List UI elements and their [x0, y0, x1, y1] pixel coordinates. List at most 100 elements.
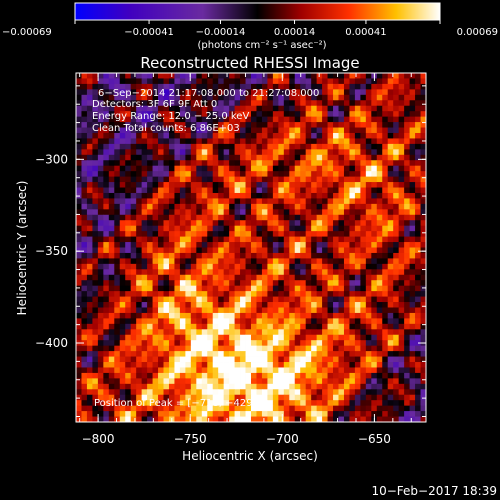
heatmap-cell: [103, 269, 110, 276]
heatmap-cell: [382, 400, 389, 407]
heatmap-cell: [196, 127, 203, 134]
heatmap-cell: [398, 143, 405, 150]
heatmap-cell: [398, 291, 405, 297]
heatmap-cell: [267, 127, 274, 134]
heatmap-cell: [152, 198, 159, 205]
heatmap-cell: [174, 247, 181, 254]
heatmap-cell: [376, 340, 383, 347]
heatmap-cell: [343, 411, 350, 417]
heatmap-cell: [179, 171, 186, 178]
heatmap-cell: [311, 220, 318, 227]
heatmap-cell: [97, 323, 104, 330]
heatmap-cell: [333, 307, 339, 314]
heatmap-cell: [387, 192, 394, 199]
heatmap-cell: [97, 89, 104, 96]
heatmap-cell: [97, 351, 104, 357]
heatmap-cell: [158, 312, 164, 319]
heatmap-cell: [327, 334, 334, 341]
heatmap-cell: [218, 356, 225, 363]
heatmap-cell: [251, 171, 257, 178]
heatmap-cell: [311, 296, 318, 303]
heatmap-cell: [240, 411, 246, 417]
heatmap-cell: [185, 372, 192, 379]
heatmap-cell: [196, 138, 203, 145]
heatmap-cell: [393, 247, 400, 254]
heatmap-cell: [92, 296, 99, 303]
heatmap-cell: [201, 383, 208, 390]
heatmap-cell: [283, 89, 290, 96]
heatmap-cell: [190, 356, 197, 363]
heatmap-cell: [152, 73, 159, 79]
heatmap-cell: [365, 231, 372, 237]
heatmap-cell: [278, 132, 285, 139]
heatmap-cell: [141, 416, 148, 423]
heatmap-cell: [190, 318, 197, 325]
heatmap-cell: [415, 236, 421, 243]
heatmap-cell: [387, 285, 394, 292]
heatmap-cell: [404, 165, 410, 172]
heatmap-cell: [207, 149, 214, 156]
heatmap-cell: [125, 192, 132, 199]
heatmap-cell: [251, 116, 257, 123]
heatmap-cell: [261, 149, 268, 156]
heatmap-cell: [92, 345, 99, 352]
heatmap-cell: [409, 149, 416, 156]
heatmap-cell: [322, 362, 328, 368]
heatmap-cell: [81, 100, 88, 107]
heatmap-cell: [125, 312, 132, 319]
heatmap-cell: [86, 312, 93, 319]
heatmap-cell: [311, 362, 318, 368]
heatmap-cell: [289, 89, 296, 96]
heatmap-cell: [136, 351, 143, 357]
heatmap-cell: [294, 280, 301, 287]
heatmap-cell: [261, 291, 268, 297]
heatmap-cell: [196, 89, 203, 96]
heatmap-cell: [398, 258, 405, 265]
heatmap-cell: [92, 258, 99, 265]
heatmap-cell: [152, 247, 159, 254]
heatmap-cell: [130, 258, 137, 265]
heatmap-cell: [190, 149, 197, 156]
heatmap-cell: [174, 100, 181, 107]
heatmap-cell: [97, 389, 104, 396]
heatmap-cell: [86, 367, 93, 374]
heatmap-cell: [223, 100, 230, 107]
heatmap-cell: [278, 340, 285, 347]
heatmap-cell: [125, 307, 132, 314]
heatmap-cell: [76, 247, 82, 254]
heatmap-cell: [360, 351, 367, 357]
heatmap-cell: [223, 236, 230, 243]
heatmap-cell: [267, 372, 274, 379]
heatmap-cell: [283, 154, 290, 161]
heatmap-cell: [382, 362, 389, 368]
heatmap-cell: [371, 291, 378, 297]
heatmap-cell: [158, 323, 164, 330]
heatmap-cell: [404, 411, 410, 417]
heatmap-cell: [420, 198, 427, 205]
heatmap-cell: [343, 252, 350, 259]
heatmap-cell: [251, 154, 257, 161]
heatmap-cell: [311, 176, 318, 183]
heatmap-cell: [354, 302, 361, 308]
heatmap-cell: [218, 192, 225, 199]
heatmap-cell: [393, 100, 400, 107]
heatmap-cell: [125, 356, 132, 363]
heatmap-cell: [207, 405, 214, 412]
heatmap-cell: [125, 176, 132, 183]
heatmap-cell: [278, 356, 285, 363]
heatmap-cell: [404, 323, 410, 330]
heatmap-cell: [393, 367, 400, 374]
heatmap-cell: [147, 318, 153, 325]
heatmap-cell: [289, 318, 296, 325]
heatmap-cell: [316, 160, 323, 167]
heatmap-cell: [168, 231, 175, 237]
heatmap-cell: [343, 351, 350, 357]
heatmap-cell: [393, 143, 400, 150]
heatmap-cell: [354, 187, 361, 194]
heatmap-cell: [179, 296, 186, 303]
heatmap-cell: [404, 302, 410, 308]
heatmap-cell: [300, 176, 307, 183]
heatmap-cell: [136, 73, 143, 79]
heatmap-cell: [354, 411, 361, 417]
heatmap-cell: [240, 372, 246, 379]
